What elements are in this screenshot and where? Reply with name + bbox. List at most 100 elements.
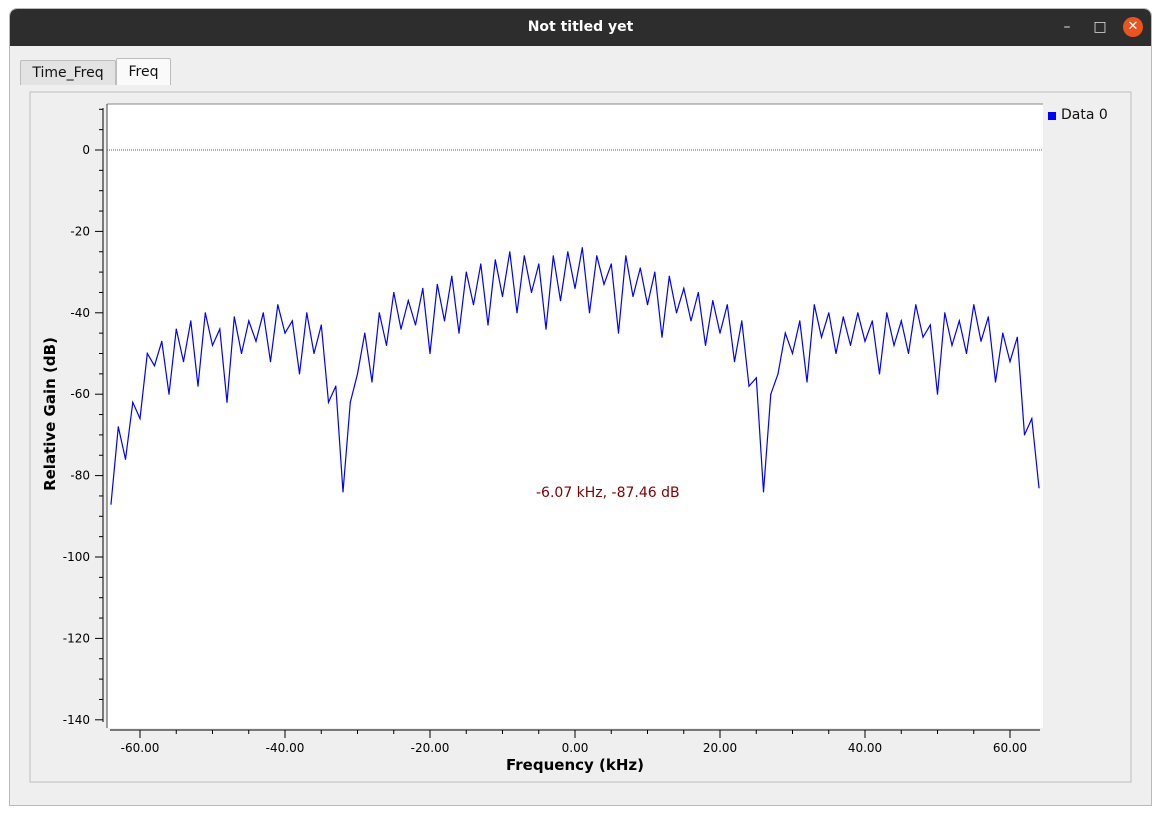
x-axis-title: Frequency (kHz) <box>506 756 644 774</box>
y-tick-label: -40 <box>70 306 90 320</box>
data-point <box>480 263 482 265</box>
data-point <box>139 418 141 420</box>
data-point <box>864 340 866 342</box>
data-point <box>791 352 794 355</box>
data-point <box>944 312 946 314</box>
data-point <box>262 312 264 314</box>
data-point <box>596 255 598 257</box>
y-tick-label: -60 <box>70 387 90 401</box>
data-point <box>748 385 750 387</box>
data-point <box>871 320 873 322</box>
data-point <box>828 312 830 314</box>
data-point <box>770 393 772 395</box>
data-point <box>588 312 591 314</box>
data-point <box>907 352 910 355</box>
x-tick-label: 0.00 <box>562 741 589 755</box>
data-point <box>683 287 685 289</box>
tab-freq[interactable]: Freq <box>116 58 171 85</box>
data-point <box>726 304 728 306</box>
data-point <box>712 300 714 302</box>
data-point <box>298 373 301 375</box>
data-point <box>349 401 351 403</box>
data-point <box>762 491 765 493</box>
data-point <box>385 344 388 346</box>
data-point <box>936 393 939 395</box>
data-point <box>661 336 663 338</box>
window-title: Not titled yet <box>527 19 634 35</box>
minimize-button[interactable]: – <box>1063 19 1071 35</box>
data-point <box>342 491 344 493</box>
plot-canvas <box>107 104 1043 728</box>
data-point <box>574 287 576 289</box>
data-point <box>951 344 953 346</box>
legend-label-data-0[interactable]: Data 0 <box>1061 107 1108 123</box>
data-point <box>1009 361 1011 363</box>
data-point <box>603 283 605 285</box>
data-point <box>886 312 888 314</box>
data-point <box>1023 434 1026 436</box>
data-point <box>617 332 620 334</box>
data-point <box>799 320 801 322</box>
data-point <box>987 316 989 318</box>
data-point <box>306 312 308 314</box>
data-point <box>356 373 359 375</box>
data-point <box>226 401 228 403</box>
data-point <box>813 304 815 306</box>
data-point <box>190 320 192 322</box>
data-point <box>820 336 823 338</box>
data-point <box>915 304 917 306</box>
data-point <box>523 255 525 257</box>
data-point <box>487 324 489 326</box>
x-tick-label: -60.00 <box>121 741 160 755</box>
data-point <box>530 291 533 294</box>
data-point <box>414 324 417 326</box>
data-point <box>146 352 148 355</box>
data-point <box>1002 332 1004 334</box>
data-point <box>646 304 649 306</box>
data-point <box>733 361 736 363</box>
data-point <box>893 344 895 346</box>
data-point <box>994 381 997 383</box>
maximize-button[interactable]: □ <box>1093 19 1107 35</box>
data-point <box>335 385 337 387</box>
data-point <box>552 255 554 257</box>
data-point <box>1016 336 1018 338</box>
data-point <box>255 340 257 342</box>
data-point <box>458 332 460 334</box>
title-bar[interactable]: Not titled yet – □ ✕ <box>10 9 1151 46</box>
data-point <box>327 401 330 403</box>
data-point <box>1031 418 1033 420</box>
data-point <box>182 361 185 363</box>
data-point <box>494 259 496 261</box>
data-point <box>371 381 373 383</box>
data-point <box>277 304 279 306</box>
data-point <box>124 458 127 460</box>
y-tick-label: -80 <box>70 469 90 483</box>
data-point <box>668 275 670 277</box>
data-point <box>269 361 272 363</box>
data-point <box>472 304 475 306</box>
data-point <box>755 377 757 379</box>
data-point <box>567 251 569 253</box>
close-button[interactable]: ✕ <box>1123 17 1143 37</box>
data-point <box>291 320 293 322</box>
data-point <box>835 352 837 355</box>
tab-time-freq[interactable]: Time_Freq <box>20 60 116 85</box>
data-point <box>632 295 634 298</box>
data-point <box>393 291 395 294</box>
data-point <box>443 320 446 322</box>
data-point <box>240 352 243 355</box>
data-point <box>161 340 163 342</box>
data-point <box>777 373 779 375</box>
legend-swatch-data-0 <box>1048 112 1056 120</box>
data-point <box>509 251 511 253</box>
x-tick-label: -20.00 <box>411 741 450 755</box>
data-point <box>842 316 844 318</box>
data-point <box>429 352 431 355</box>
data-point <box>168 393 170 395</box>
data-point <box>929 324 931 326</box>
x-tick-label: 20.00 <box>703 741 737 755</box>
data-point <box>806 381 808 383</box>
data-point <box>857 312 859 314</box>
